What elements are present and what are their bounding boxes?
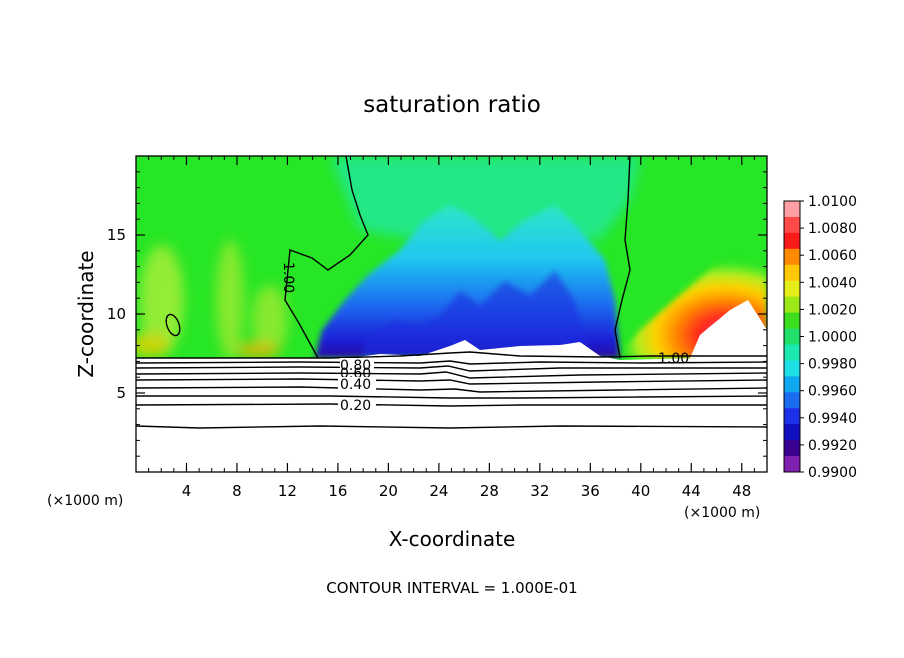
colorbar: 1.0100 1.0080 1.0060 1.0040 1.0020 1.0000 0.99… <box>783 194 857 481</box>
dry-region <box>315 205 620 358</box>
contour-label-1: 1.00 <box>280 262 296 293</box>
x-tick-label: 8 <box>232 482 242 500</box>
saturated-cap <box>690 300 767 358</box>
contour-lines <box>136 156 767 429</box>
colorbar-swatch <box>784 232 800 250</box>
colorbar-tick-label: 1.0040 <box>808 275 857 291</box>
colorbar-tick-label: 0.9940 <box>808 411 857 427</box>
colorbar-tick-label: 0.9960 <box>808 384 857 400</box>
colorbar-tick-label: 1.0080 <box>808 221 857 237</box>
colorbar-tick-label: 1.0000 <box>808 330 857 346</box>
colorbar-swatch <box>784 360 800 377</box>
colorbar-swatch <box>784 248 800 266</box>
yellow-streaks <box>136 240 288 360</box>
contour-interval-note: CONTOUR INTERVAL = 1.000E-01 <box>326 579 577 597</box>
x-tick-label: 32 <box>530 482 549 500</box>
colorbar-swatch <box>784 392 800 409</box>
colorbar-swatch <box>784 312 800 330</box>
chart-title: saturation ratio <box>363 92 541 118</box>
y-axis: 5 10 15 <box>107 171 767 457</box>
colorbar-swatch <box>784 376 800 393</box>
x-tick-label: 12 <box>278 482 297 500</box>
colorbar-swatch <box>784 201 800 218</box>
contour-labels: 1.00 1.00 0.80 0.60 0.40 0.20 <box>280 262 689 414</box>
contour-label-6: 0.20 <box>340 398 371 414</box>
colorbar-tick-label: 1.0060 <box>808 248 857 264</box>
colorbar-swatch <box>784 216 800 234</box>
colorbar-swatch <box>784 344 800 361</box>
contour-label-5: 0.40 <box>340 377 371 393</box>
colorbar-swatch <box>784 296 800 314</box>
x-tick-label: 44 <box>682 482 701 500</box>
y-tick-label: 10 <box>107 305 126 323</box>
colorbar-swatch <box>784 408 800 425</box>
colorbar-swatch <box>784 456 800 473</box>
x-axis-label: X-coordinate <box>389 527 516 551</box>
x-tick-label: 48 <box>732 482 751 500</box>
contour-label-3: 0.80 <box>340 358 371 374</box>
contour-label-2: 1.00 <box>658 351 689 367</box>
colorbar-tick-label: 0.9980 <box>808 357 857 373</box>
x-tick-label: 36 <box>581 482 600 500</box>
colorbar-swatch <box>784 328 800 345</box>
x-tick-label: 40 <box>631 482 650 500</box>
x-tick-label: 24 <box>429 482 448 500</box>
y-axis-label: Z-coordinate <box>74 250 98 377</box>
colorbar-tick-label: 1.0100 <box>808 194 857 210</box>
plot-area: 1.00 1.00 0.80 0.60 0.40 0.20 <box>136 156 767 472</box>
x-tick-label: 4 <box>182 482 192 500</box>
y-tick-label: 5 <box>116 384 126 402</box>
colorbar-tick-label: 1.0020 <box>808 302 857 318</box>
x-unit-right: (×1000 m) <box>684 505 760 521</box>
x-unit-left: (×1000 m) <box>47 493 123 509</box>
colorbar-swatch <box>784 280 800 298</box>
colorbar-swatch <box>784 264 800 282</box>
y-tick-label: 15 <box>107 226 126 244</box>
x-tick-label: 16 <box>328 482 347 500</box>
colorbar-tick-label: 0.9920 <box>808 438 857 454</box>
x-tick-label: 28 <box>480 482 499 500</box>
cyan-band <box>330 156 640 240</box>
colorbar-swatch <box>784 440 800 457</box>
x-tick-label: 20 <box>379 482 398 500</box>
x-axis: 4 8 12 16 20 24 28 32 36 40 44 48 <box>148 156 755 500</box>
colorbar-tick-label: 0.9900 <box>808 465 857 481</box>
colorbar-swatch <box>784 424 800 441</box>
